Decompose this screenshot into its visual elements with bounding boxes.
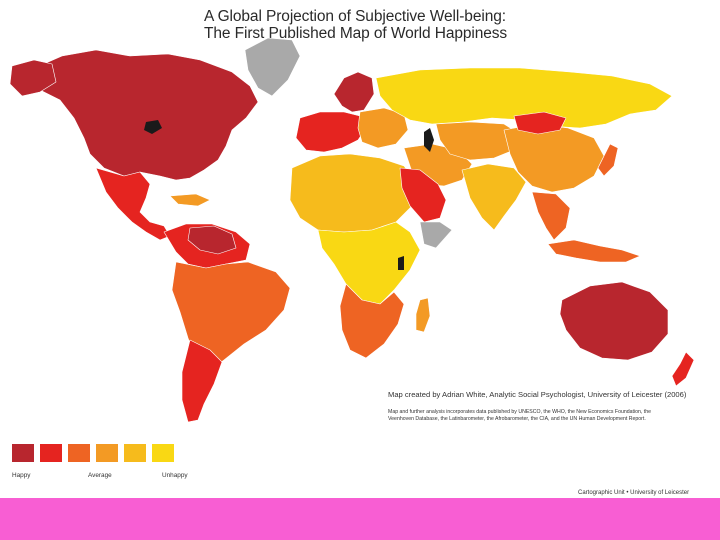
region-venezuela xyxy=(187,225,237,255)
credit-note: Map and further analysis incorporates da… xyxy=(388,409,651,422)
region-scandinavia xyxy=(333,71,375,113)
region-horn-of-africa xyxy=(419,221,453,249)
legend-swatch-4 xyxy=(96,444,118,462)
region-lake-victoria xyxy=(398,256,404,270)
region-southeast-asia xyxy=(531,191,571,241)
legend-swatch-5 xyxy=(124,444,146,462)
region-china xyxy=(503,123,605,193)
happiness-legend: Happy Average Unhappy xyxy=(12,444,188,484)
region-alaska xyxy=(9,59,57,97)
legend-swatches xyxy=(12,444,174,462)
legend-label-unhappy: Unhappy xyxy=(162,472,188,479)
map-credit: Map created by Adrian White, Analytic So… xyxy=(388,390,687,422)
region-central-asia xyxy=(435,121,521,161)
region-greenland xyxy=(244,37,301,97)
credit-main: Map created by Adrian White, Analytic So… xyxy=(388,390,687,399)
title-line-2: The First Published Map of World Happine… xyxy=(204,25,508,42)
cartographic-unit: Cartographic Unit • University of Leices… xyxy=(578,490,690,496)
region-south-america-central xyxy=(171,261,291,373)
region-eastern-europe xyxy=(357,107,409,149)
region-south-america-south xyxy=(181,339,223,423)
footer-bar xyxy=(0,498,720,540)
region-japan xyxy=(597,143,619,177)
region-mongolia xyxy=(513,111,567,135)
legend-swatch-3 xyxy=(68,444,90,462)
region-mexico xyxy=(95,167,171,241)
region-russia xyxy=(375,67,673,129)
legend-label-average: Average xyxy=(88,472,112,479)
region-arabia xyxy=(399,167,447,223)
region-western-europe xyxy=(295,111,367,153)
legend-label-happy: Happy xyxy=(12,472,31,479)
legend-swatch-2 xyxy=(40,444,62,462)
region-australia xyxy=(559,281,669,361)
region-north-africa xyxy=(289,153,417,233)
region-central-africa xyxy=(317,221,421,305)
title-line-1: A Global Projection of Subjective Well-b… xyxy=(204,8,506,25)
region-new-zealand xyxy=(671,351,695,387)
map-title: A Global Projection of Subjective Well-b… xyxy=(204,8,624,42)
region-indonesia xyxy=(547,239,641,263)
legend-swatch-6 xyxy=(152,444,174,462)
region-caspian-sea xyxy=(424,128,434,152)
legend-labels: Happy Average Unhappy xyxy=(12,472,188,484)
region-great-lakes xyxy=(144,120,162,134)
region-north-america xyxy=(23,49,259,181)
region-caribbean xyxy=(169,193,211,207)
legend-swatch-1 xyxy=(12,444,34,462)
region-madagascar xyxy=(415,297,431,333)
region-southern-africa xyxy=(339,283,405,359)
region-south-asia xyxy=(461,163,527,231)
